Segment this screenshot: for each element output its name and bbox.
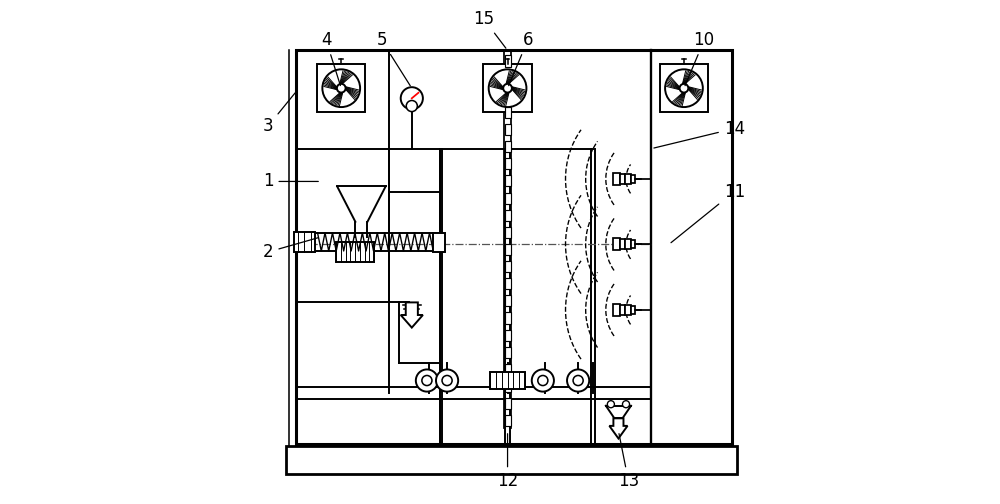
Bar — [483, 64, 532, 112]
Bar — [505, 244, 511, 255]
Circle shape — [422, 375, 432, 386]
Circle shape — [532, 369, 554, 392]
Circle shape — [489, 70, 526, 107]
Bar — [505, 312, 511, 324]
Bar — [660, 64, 708, 112]
Bar — [505, 175, 511, 186]
Bar — [286, 446, 737, 474]
Bar — [505, 347, 511, 358]
Bar — [294, 232, 315, 252]
Bar — [505, 330, 511, 341]
Bar — [631, 240, 635, 248]
Bar — [505, 295, 511, 306]
Circle shape — [573, 375, 583, 386]
Text: 11: 11 — [671, 182, 745, 243]
Bar — [505, 364, 511, 375]
Text: 1: 1 — [263, 172, 318, 191]
Text: 10: 10 — [685, 31, 715, 86]
Bar — [613, 238, 620, 250]
Circle shape — [503, 84, 512, 93]
Circle shape — [436, 369, 458, 392]
Bar — [613, 173, 620, 185]
Bar — [625, 305, 631, 315]
Circle shape — [607, 401, 614, 408]
Circle shape — [680, 84, 688, 93]
Text: 13: 13 — [618, 433, 639, 490]
Text: 5: 5 — [376, 31, 410, 86]
Bar — [505, 73, 511, 84]
Polygon shape — [401, 302, 423, 328]
Text: 2: 2 — [263, 238, 318, 261]
Text: 6: 6 — [509, 31, 533, 86]
Bar — [505, 398, 511, 409]
Bar — [336, 242, 374, 262]
Bar — [505, 141, 511, 152]
Bar — [505, 158, 511, 169]
Bar — [631, 306, 635, 314]
Bar — [505, 278, 511, 289]
Bar — [505, 193, 511, 204]
Circle shape — [401, 87, 423, 109]
Bar — [505, 107, 511, 118]
Circle shape — [538, 375, 548, 386]
Circle shape — [337, 84, 346, 93]
Bar — [625, 174, 631, 184]
Text: 4: 4 — [321, 31, 340, 86]
Text: 3: 3 — [263, 93, 295, 135]
Bar — [317, 64, 365, 112]
Text: 12: 12 — [497, 434, 518, 490]
Text: 15: 15 — [473, 10, 506, 48]
Circle shape — [567, 369, 589, 392]
Circle shape — [442, 375, 452, 386]
Bar — [296, 50, 732, 444]
Polygon shape — [609, 418, 628, 438]
Text: 14: 14 — [654, 119, 745, 148]
Bar — [505, 381, 511, 392]
Bar — [505, 415, 511, 426]
Circle shape — [665, 70, 703, 107]
Bar — [490, 372, 525, 390]
Bar — [505, 55, 511, 67]
Bar — [620, 174, 625, 184]
Circle shape — [322, 70, 360, 107]
Bar — [505, 124, 511, 135]
Bar — [625, 239, 631, 249]
Bar — [505, 90, 511, 101]
Bar — [613, 304, 620, 316]
Bar — [620, 305, 625, 315]
Bar — [505, 227, 511, 238]
Circle shape — [622, 401, 630, 408]
Bar — [433, 233, 445, 252]
Bar — [505, 210, 511, 221]
Bar — [620, 239, 625, 249]
Circle shape — [416, 369, 438, 392]
Bar — [505, 261, 511, 272]
Circle shape — [406, 100, 417, 111]
Bar — [631, 175, 635, 183]
